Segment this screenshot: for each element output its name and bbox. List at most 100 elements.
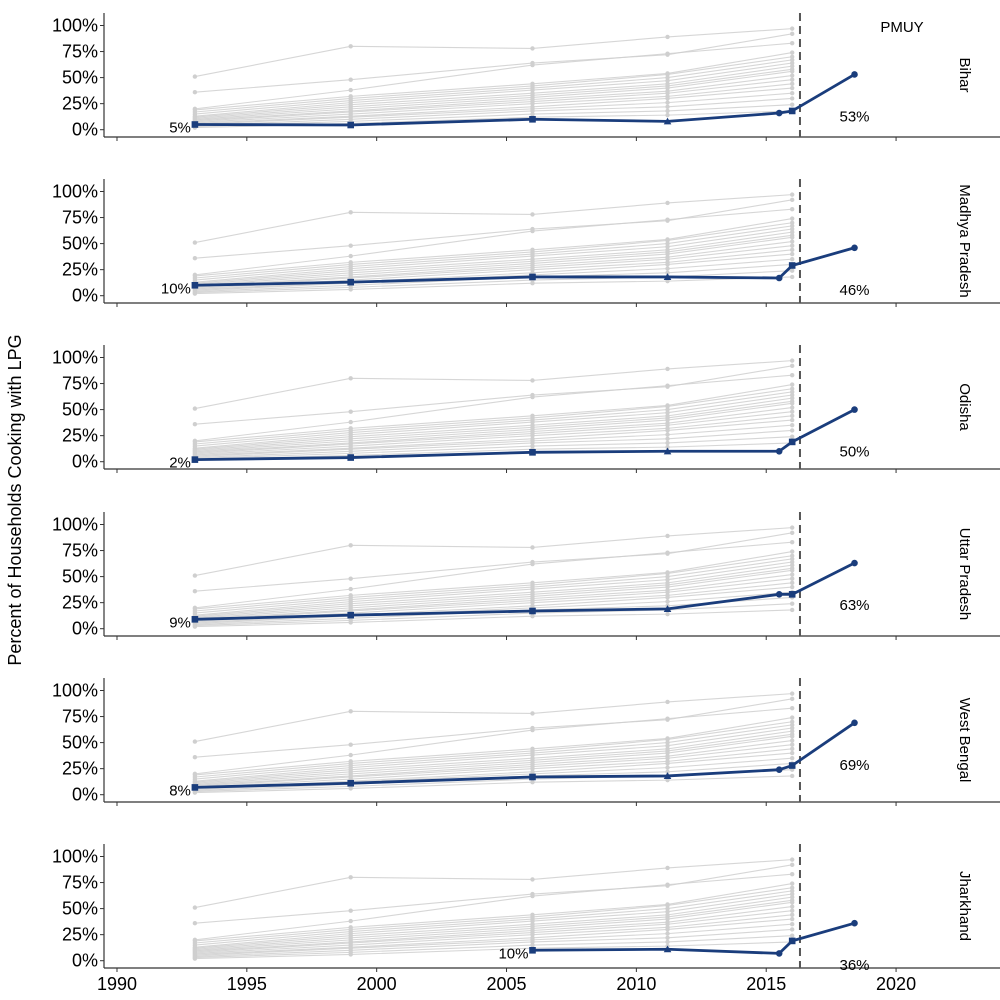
y-tick-label: 100% — [52, 847, 98, 867]
background-series-point — [665, 922, 670, 927]
background-series-point — [789, 738, 795, 743]
highlight-series-point — [851, 244, 858, 252]
background-series-point — [789, 60, 795, 66]
start-value-label: 10% — [498, 945, 528, 962]
background-series-point — [789, 413, 795, 419]
background-series-point — [789, 274, 795, 280]
background-series-point — [665, 366, 670, 372]
background-series-point — [789, 722, 795, 728]
background-series-point — [665, 85, 670, 91]
background-series-point — [665, 584, 670, 590]
background-series-point — [665, 716, 670, 721]
background-series-point — [789, 50, 795, 55]
background-series-point — [789, 881, 795, 886]
background-series-point — [665, 278, 670, 284]
highlight-series-point — [851, 559, 858, 567]
background-series-point — [665, 777, 670, 783]
background-series-point — [665, 108, 670, 114]
panel-jharkhand: 0% 25% 50% 75% 100% 1990 1995 2000 2005 2010 2015 2… — [52, 844, 1000, 994]
background-series-point — [789, 392, 795, 398]
panel-madhya-pradesh: 0% 25% 50% 75% 100% 10% 46% Madhya Pradesh — [52, 179, 1000, 307]
background-series-point — [530, 267, 535, 272]
highlight-series-point — [851, 406, 858, 413]
background-series-point — [789, 553, 795, 558]
highlight-series-point — [191, 784, 199, 791]
highlight-series-point — [529, 607, 536, 615]
background-series-point — [192, 421, 198, 427]
background-series-point — [192, 406, 198, 411]
start-value-label: 2% — [169, 455, 191, 472]
highlight-series-point — [529, 273, 536, 281]
background-series-point — [789, 373, 795, 378]
background-series-point — [192, 624, 198, 629]
background-series-point — [530, 87, 535, 93]
facet-label: Madhya Pradesh — [956, 184, 973, 297]
background-series-point — [789, 916, 795, 922]
background-series-point — [665, 906, 670, 911]
background-series-point — [789, 872, 795, 877]
background-series-point — [665, 104, 670, 109]
y-tick-label: 0% — [72, 951, 98, 971]
background-series-point — [665, 590, 670, 595]
background-series-point — [789, 728, 795, 734]
background-series-point — [789, 235, 795, 240]
background-series-point — [530, 614, 535, 619]
background-series-point — [530, 918, 535, 924]
background-series-point — [192, 754, 198, 760]
background-series-point — [348, 752, 353, 758]
y-tick-label: 25% — [62, 593, 98, 613]
x-tick-label: 1995 — [227, 974, 267, 994]
background-series-point — [789, 904, 795, 909]
highlight-series-point — [663, 772, 672, 779]
background-series-point — [665, 51, 670, 56]
background-series-point — [530, 212, 535, 217]
highlight-series-point — [788, 262, 796, 269]
background-series-point — [530, 62, 535, 68]
background-series-point — [789, 568, 795, 573]
start-value-label: 9% — [169, 614, 191, 631]
highlight-series-point — [788, 937, 796, 945]
facet-label: Uttar Pradesh — [956, 528, 973, 621]
y-tick-label: 75% — [62, 707, 98, 727]
y-tick-label: 75% — [62, 374, 98, 394]
y-tick-label: 0% — [72, 785, 98, 805]
background-series-point — [789, 756, 795, 761]
background-series-point — [530, 108, 535, 114]
background-series-point — [665, 599, 670, 604]
background-series-point — [665, 96, 670, 101]
background-series-point — [348, 87, 353, 93]
facet-label: West Bengal — [956, 698, 973, 783]
background-series-point — [530, 893, 535, 899]
background-series-point — [530, 932, 535, 937]
background-series-point — [789, 900, 795, 905]
background-series-point — [665, 266, 670, 271]
highlight-series-point — [775, 766, 783, 773]
background-series-point — [348, 376, 353, 381]
background-series-point — [348, 709, 353, 714]
background-series-point — [665, 436, 670, 441]
background-series-point — [789, 607, 795, 613]
background-series-point — [665, 72, 670, 77]
end-value-label: 36% — [839, 957, 869, 974]
end-value-label: 63% — [839, 597, 869, 614]
highlight-series-point — [347, 278, 355, 286]
highlight-series-point — [347, 779, 355, 787]
highlight-series-point — [529, 773, 536, 781]
highlight-series-point — [191, 121, 199, 128]
y-tick-label: 75% — [62, 42, 98, 62]
background-series-point — [665, 765, 670, 770]
highlight-series-point — [788, 438, 796, 446]
background-series-point — [665, 217, 670, 222]
facet-label: Odisha — [956, 383, 973, 431]
background-series-point — [348, 243, 353, 248]
x-tick-label: 2020 — [876, 974, 916, 994]
y-tick-label: 25% — [62, 925, 98, 945]
background-series-point — [789, 192, 795, 197]
background-series-point — [789, 395, 795, 401]
background-series-point — [665, 909, 670, 914]
background-series-point — [665, 882, 670, 887]
y-axis-label: Percent of Households Cooking with LPG — [5, 334, 25, 665]
background-series-point — [789, 908, 795, 913]
background-series-point — [530, 877, 535, 882]
